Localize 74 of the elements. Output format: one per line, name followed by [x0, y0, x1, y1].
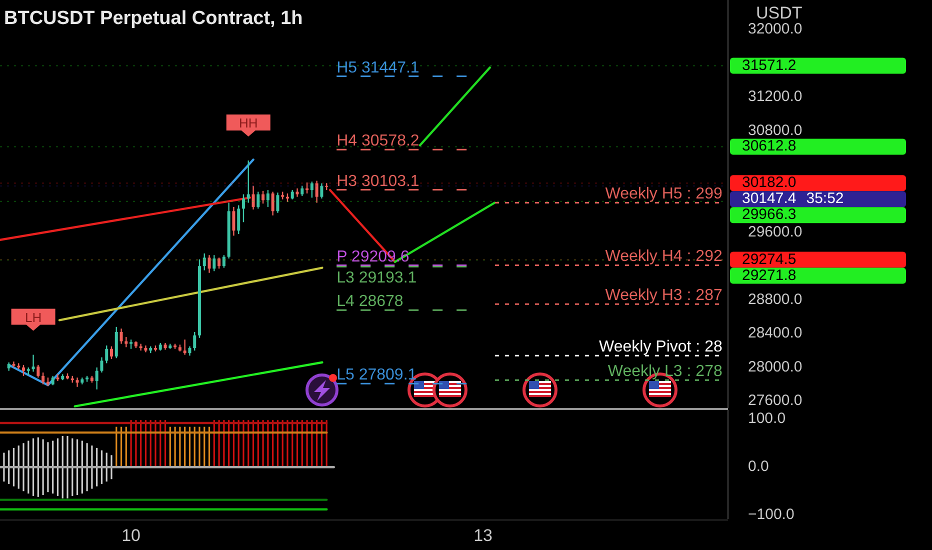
candlestick	[252, 185, 255, 210]
annotation: Weekly H5 : 299	[605, 186, 722, 203]
y-tick-label: 28800.0	[748, 290, 802, 308]
candlestick	[222, 254, 226, 268]
x-tick-label: 10	[122, 526, 141, 545]
candlestick	[271, 191, 274, 216]
annotation: Weekly L3 : 278	[608, 363, 722, 380]
candlestick	[290, 189, 294, 200]
candlestick	[110, 346, 113, 360]
candlestick	[246, 160, 250, 204]
candlestick	[208, 254, 211, 274]
text: BTCUSDT Perpetual Contract, 1h	[4, 8, 303, 29]
annotation: Weekly H3 : 287	[605, 287, 722, 304]
annotation: Weekly Pivot : 28	[599, 338, 722, 356]
candlestick	[95, 366, 98, 390]
candlestick	[120, 328, 123, 344]
ref-line-label: L5 27809.1	[336, 366, 417, 384]
candlestick	[188, 346, 192, 356]
ref-line-label: 30612.8	[742, 138, 796, 155]
y-axis-title: USDT	[756, 3, 802, 22]
y-tick-label: 32000.0	[748, 20, 802, 38]
candlestick	[315, 180, 318, 204]
ref-line-label: 30147.4 35:52	[742, 190, 844, 208]
y-tick-label: 0.0	[748, 458, 769, 476]
candlestick	[130, 338, 133, 350]
candlestick	[56, 374, 60, 382]
candlestick	[105, 344, 108, 364]
y-tick-label: 30800.0	[748, 122, 802, 139]
ref-line-label: H4 30578.2	[336, 132, 420, 150]
candlestick	[262, 190, 265, 204]
annotation: HH	[238, 115, 258, 130]
y-tick-label: 27600.0	[748, 392, 802, 410]
y-tick-label: 31200.0	[748, 88, 802, 106]
candlestick	[212, 254, 216, 272]
candlestick	[256, 191, 260, 210]
candlestick	[51, 375, 54, 386]
candlestick	[310, 181, 314, 198]
candlestick	[76, 376, 79, 388]
candlestick	[218, 257, 221, 270]
candlestick	[183, 338, 186, 356]
y-tick-label: 29600.0	[748, 223, 802, 240]
ref-line-label: L4 28678	[336, 293, 404, 310]
ref-line-label: H3 30103.1	[336, 172, 420, 190]
y-tick-label: 28000.0	[748, 358, 802, 376]
candlestick	[320, 182, 324, 200]
ref-line-label: H5 31447.1	[336, 59, 420, 76]
ref-line-label: 31571.2	[742, 56, 796, 74]
candlestick	[232, 206, 236, 236]
ref-line-label: 29271.8	[742, 266, 796, 284]
candlestick	[42, 372, 45, 385]
x-tick-label: 13	[474, 526, 492, 545]
candlestick	[306, 182, 309, 194]
annotation: LH	[24, 310, 42, 325]
candlestick	[237, 204, 240, 235]
candlestick	[193, 331, 196, 352]
ref-line-label: L3 29193.1	[336, 270, 417, 287]
ref-line-label: 30182.0	[742, 174, 796, 192]
candlestick	[276, 192, 280, 214]
candlestick	[32, 354, 35, 372]
y-tick-label: 28400.0	[748, 324, 802, 342]
candlestick	[36, 364, 40, 378]
ref-line-label: 29966.3	[742, 206, 796, 224]
candlestick	[300, 185, 304, 197]
candlestick	[242, 194, 245, 223]
ref-line-label: 29274.5	[742, 250, 796, 268]
y-tick-label: 100.0	[748, 410, 786, 428]
candlestick	[100, 356, 104, 374]
candlestick	[202, 252, 206, 271]
candlestick	[22, 364, 25, 376]
candlestick	[266, 189, 270, 208]
y-tick-label: −100.0	[748, 506, 794, 524]
annotation: Weekly H4 : 292	[605, 248, 722, 266]
candlestick	[139, 343, 142, 352]
candlestick	[124, 336, 128, 348]
